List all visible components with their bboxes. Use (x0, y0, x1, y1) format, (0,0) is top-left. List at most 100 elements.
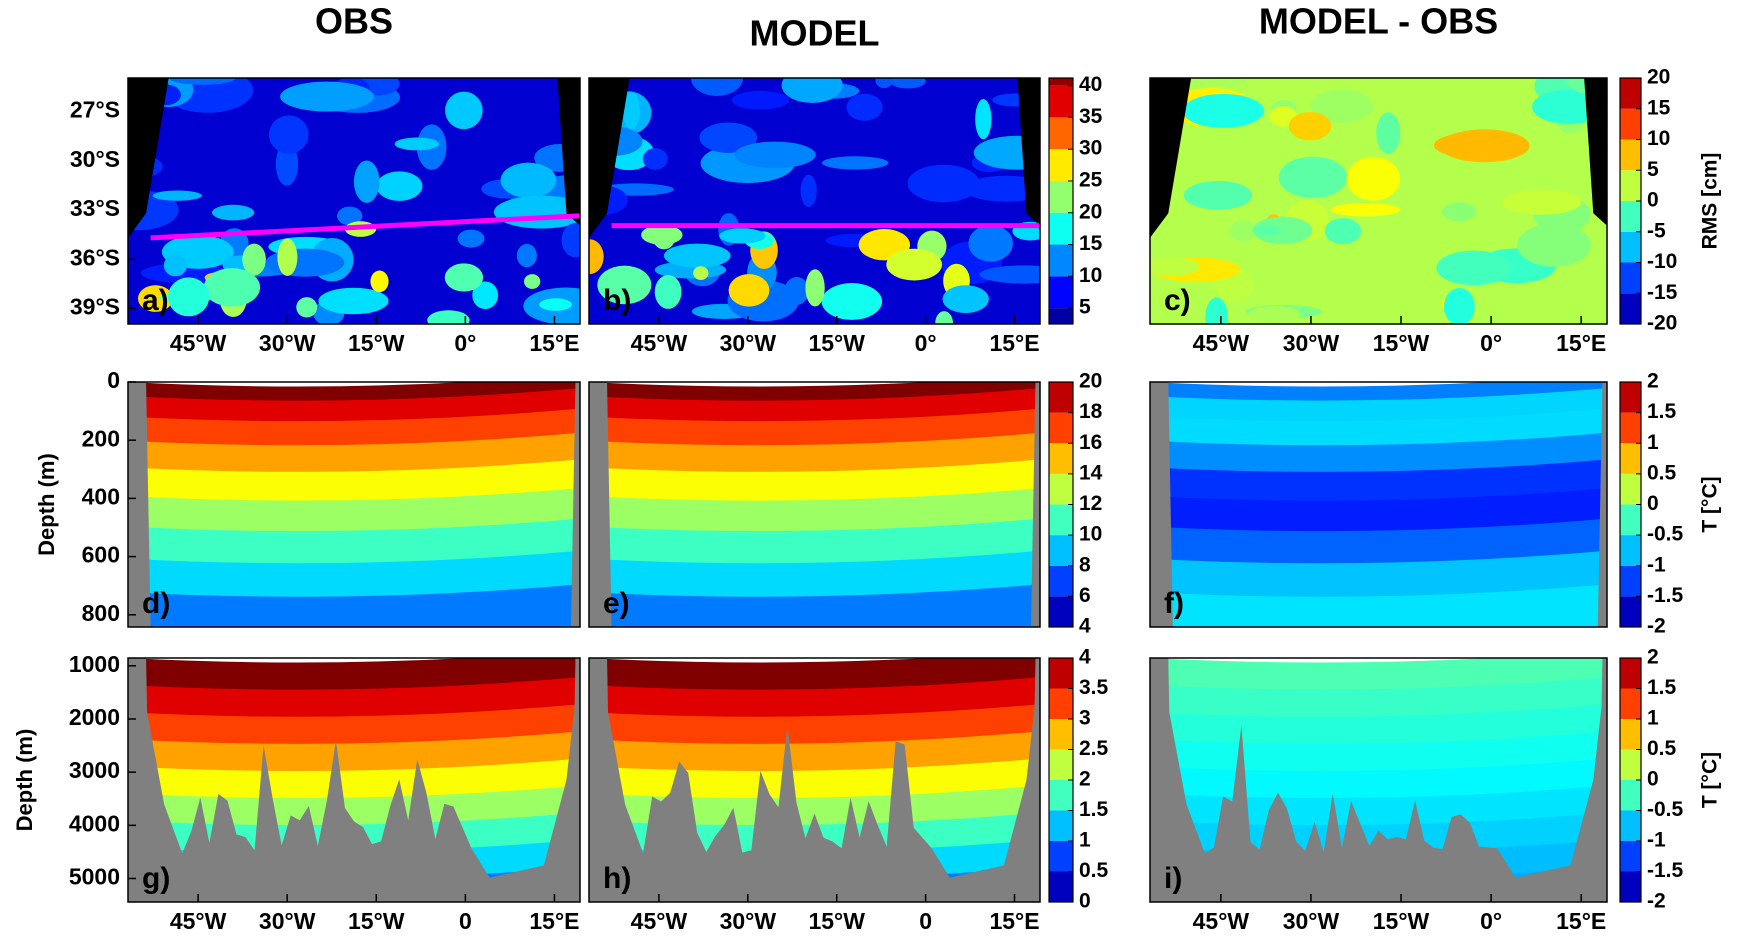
field-blob (280, 81, 374, 112)
colorbar-tick-label: 1.5 (1647, 400, 1677, 423)
y-tick-label: 5000 (69, 864, 120, 890)
field-blob (935, 311, 953, 324)
topography (128, 658, 580, 902)
x-tick-label: 45°W (170, 908, 227, 934)
topography (1150, 658, 1607, 902)
field-blob (353, 160, 380, 203)
field-blob (152, 190, 202, 201)
field-blob (1230, 219, 1256, 242)
panel-frame (127, 381, 581, 628)
colorbar-segment (1049, 117, 1073, 150)
field-blob (376, 171, 423, 201)
colorbar-segment (1620, 443, 1641, 474)
colorbar-tick-label: 1 (1647, 707, 1659, 730)
field-blob (805, 269, 825, 307)
colorbar-tick-label: 35 (1079, 105, 1103, 128)
colorbar-tick-label: 18 (1079, 400, 1103, 423)
field-blob (1436, 250, 1512, 286)
colorbar-segment (1620, 201, 1641, 232)
colorbar-tick-label: 10 (1079, 523, 1102, 546)
y-tick-label: 0 (107, 367, 120, 393)
colorbar-segment (1049, 85, 1073, 118)
field-blob (622, 92, 640, 130)
field-blob (699, 122, 758, 153)
colorbar-segment (1620, 262, 1641, 294)
colorbar-segment (1620, 719, 1641, 750)
x-tick-label: 0° (454, 330, 476, 356)
panel-label: b) (603, 284, 631, 317)
colorbar-tick-label: -1 (1647, 553, 1666, 576)
colorbar-tick-label: -1.5 (1647, 584, 1684, 607)
colorbar-tick-label: 10 (1647, 127, 1670, 150)
field-blob (979, 265, 1040, 284)
field-blob (728, 274, 770, 307)
colorbar-tick-label: 0.5 (1647, 461, 1677, 484)
field-blob (963, 175, 1040, 202)
x-tick-label: 30°W (259, 330, 316, 356)
colorbar-segment (1049, 78, 1073, 86)
x-tick-label: 30°W (720, 330, 777, 356)
y-tick-label: 800 (82, 600, 120, 626)
land (1150, 382, 1173, 627)
colorbar-tick-label: 12 (1079, 492, 1102, 515)
field-blob (693, 266, 709, 280)
field-blob (1205, 297, 1228, 324)
panel-frame (1149, 77, 1608, 325)
colorbar-tick-label: 0 (1647, 492, 1659, 515)
field-blob (821, 283, 883, 320)
colorbar-label: T [°C] (1699, 752, 1722, 808)
x-tick-label: 45°W (631, 908, 688, 934)
panel-label: i) (1164, 862, 1182, 895)
colorbar-segment (1049, 565, 1073, 597)
colorbar-segment (1049, 382, 1073, 413)
y-tick-label: 4000 (69, 810, 120, 836)
colorbar-segment (1049, 149, 1073, 181)
field-blob (561, 222, 580, 258)
colorbar-tick-label: 25 (1079, 169, 1103, 192)
field-blob (524, 274, 541, 289)
colorbar-tick-label: 20 (1079, 370, 1102, 393)
field-blob (1501, 189, 1582, 215)
colorbar-segment (1620, 596, 1641, 627)
panel-frame (588, 77, 1041, 325)
field-blob (690, 78, 744, 97)
panel-frame (1149, 381, 1608, 628)
colorbar-segment (1620, 688, 1641, 719)
panel-frame (1149, 657, 1608, 903)
contour-field (128, 78, 580, 324)
field-blob (444, 263, 484, 292)
x-tick-label: 15°E (1556, 330, 1606, 356)
colorbar-segment (1049, 412, 1073, 444)
field-blob (821, 156, 889, 170)
land (1030, 382, 1040, 627)
colorbar-segment (1049, 749, 1073, 780)
field-blob (641, 225, 683, 245)
colorbar-label: T [°C] (1699, 476, 1722, 532)
contour-field (1150, 78, 1607, 324)
colorbar-segment (1049, 308, 1073, 324)
land (557, 78, 580, 226)
field-blob (1252, 216, 1313, 245)
field-blob (1253, 224, 1282, 236)
colorbar-tick-label: 4 (1079, 615, 1091, 638)
colorbar-segment (1620, 293, 1641, 324)
x-tick-label: 15°E (989, 330, 1039, 356)
field-blob (1441, 202, 1477, 222)
field-blob (1183, 180, 1253, 210)
field-blob (968, 224, 1014, 262)
field-blob (318, 287, 389, 315)
field-blob (973, 135, 1040, 170)
colorbar-segment (1620, 658, 1641, 689)
field-blob (1248, 306, 1300, 323)
field-bg (128, 78, 580, 324)
y-tick-label: 30°S (70, 146, 120, 172)
colorbar-tick-label: -2 (1647, 890, 1666, 913)
colorbar-segment (1049, 244, 1073, 277)
x-tick-label: 30°W (259, 908, 316, 934)
colorbar-segment (1049, 180, 1073, 213)
panel-label: h) (603, 862, 631, 895)
colorbar-tick-label: 5 (1647, 158, 1659, 181)
field-blob (975, 98, 992, 140)
field-blob (642, 148, 668, 170)
field-blob (242, 243, 266, 276)
